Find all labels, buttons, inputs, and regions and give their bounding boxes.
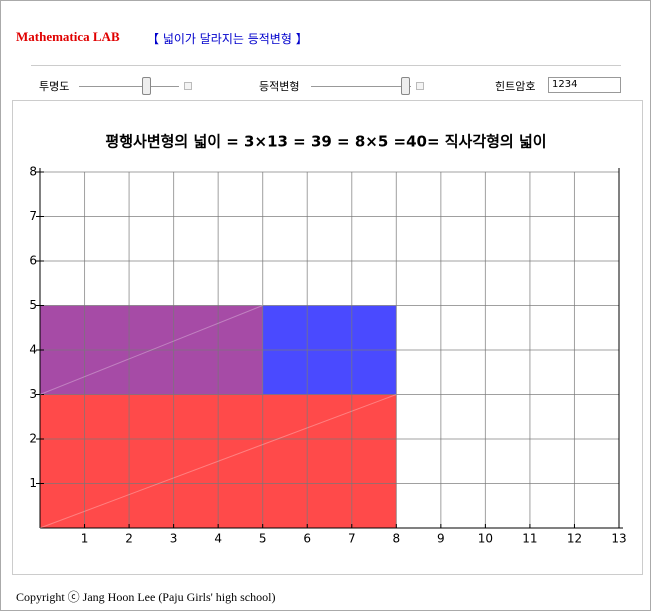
x-tick-label: 3 <box>170 532 178 546</box>
x-tick-label: 1 <box>81 532 89 546</box>
divider <box>31 65 621 66</box>
x-tick-label: 11 <box>522 532 537 546</box>
x-tick-label: 10 <box>478 532 493 546</box>
x-tick-label: 6 <box>303 532 311 546</box>
x-tick-label: 5 <box>259 532 267 546</box>
transform-knob[interactable] <box>401 77 410 95</box>
guide <box>39 305 263 395</box>
x-tick-label: 7 <box>348 532 356 546</box>
y-tick-label: 1 <box>29 476 37 490</box>
app-subtitle: 【 넓이가 달라지는 등적변형 】 <box>147 32 308 46</box>
opacity-label: 투명도 <box>39 80 70 93</box>
opacity-knob[interactable] <box>142 77 151 95</box>
y-tick-label: 4 <box>29 343 37 357</box>
x-tick-label: 9 <box>437 532 445 546</box>
x-tick-label: 2 <box>125 532 133 546</box>
hint-label: 힌트암호 <box>495 80 536 93</box>
transform-label: 등적변형 <box>259 80 300 93</box>
plot-panel <box>12 100 643 575</box>
app-title: Mathematica LAB <box>16 29 120 44</box>
y-tick-label: 5 <box>29 298 37 312</box>
x-tick-label: 8 <box>392 532 400 546</box>
y-tick-label: 7 <box>29 209 37 223</box>
y-tick-label: 3 <box>29 387 37 401</box>
opacity-slider[interactable] <box>79 86 179 87</box>
footer: Copyright ⓒ Jang Hoon Lee (Paju Girls' h… <box>16 590 276 604</box>
x-tick-label: 13 <box>611 532 626 546</box>
x-tick-label: 4 <box>214 532 222 546</box>
y-tick-label: 2 <box>29 432 37 446</box>
x-tick-label: 12 <box>567 532 582 546</box>
hint-input[interactable]: 1234 <box>548 77 621 93</box>
transform-slider[interactable] <box>311 86 411 87</box>
guide <box>39 394 397 529</box>
chart-title: 평행사변형의 넓이 = 3×13 = 39 = 8×5 =40= 직사각형의 넓… <box>105 133 546 151</box>
y-tick-label: 6 <box>29 254 37 268</box>
y-tick-label: 8 <box>29 165 37 179</box>
opacity-expand[interactable] <box>184 82 192 90</box>
transform-expand[interactable] <box>416 82 424 90</box>
